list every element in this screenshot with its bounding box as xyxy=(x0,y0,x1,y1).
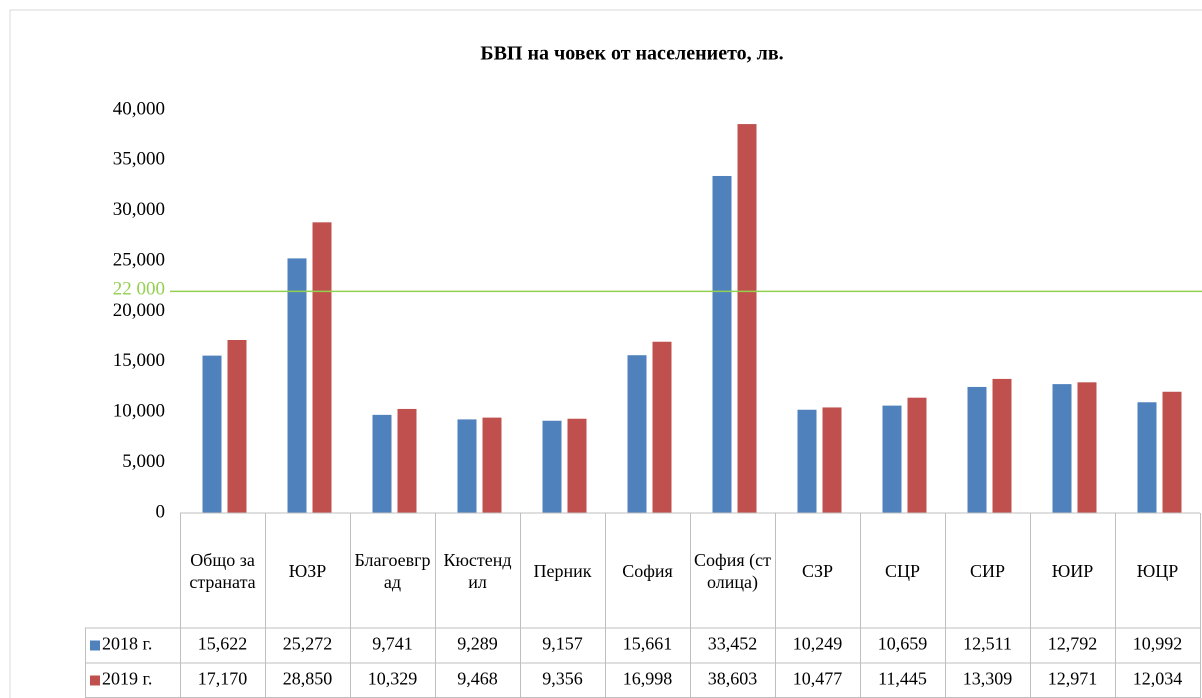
bar xyxy=(227,340,247,513)
table-value: 9,356 xyxy=(542,669,583,689)
table-value: 17,170 xyxy=(198,669,248,689)
bar xyxy=(712,175,732,513)
category-cell: Перник xyxy=(533,560,592,581)
table-value: 12,792 xyxy=(1048,634,1098,654)
bar xyxy=(1077,382,1097,513)
bar xyxy=(542,420,562,513)
table-value: 9,157 xyxy=(542,634,583,654)
table-value: 13,309 xyxy=(963,669,1013,689)
x-tick-label: СЦР xyxy=(884,560,920,581)
bar xyxy=(397,408,417,513)
bar xyxy=(822,407,842,513)
bar xyxy=(797,409,817,513)
chart-title: БВП на човек от населението, лв. xyxy=(480,43,783,65)
bar xyxy=(567,418,587,513)
table-value: 10,992 xyxy=(1133,634,1183,654)
bar xyxy=(1052,384,1072,513)
category-cell: София xyxy=(622,560,673,581)
y-tick-label: 15,000 xyxy=(113,350,165,371)
x-tick-label: ЮЗР xyxy=(288,560,327,581)
category-cell: Кюстендил xyxy=(443,549,512,592)
category-cell: ЮИР xyxy=(1051,560,1094,581)
x-tick-label: ЮЦР xyxy=(1136,560,1179,581)
table-value: 12,971 xyxy=(1048,669,1098,689)
legend-label: 2019 г. xyxy=(102,669,152,689)
bar xyxy=(882,405,902,513)
table-value: 9,468 xyxy=(457,669,498,689)
bar xyxy=(1137,402,1157,513)
bar xyxy=(992,378,1012,513)
table-value: 25,272 xyxy=(283,634,333,654)
table-value: 10,477 xyxy=(793,669,843,689)
bar xyxy=(907,397,927,513)
category-cell: СЦР xyxy=(884,560,920,581)
category-cell: Благоевград xyxy=(354,549,431,592)
table-value: 28,850 xyxy=(283,669,333,689)
x-tick-label: Благоевград xyxy=(354,549,431,592)
reference-label: 22 000 xyxy=(113,279,165,300)
bar xyxy=(287,258,307,513)
table-value: 15,622 xyxy=(198,634,248,654)
y-tick-label: 35,000 xyxy=(113,149,165,170)
category-cell: СЗР xyxy=(801,560,834,581)
x-tick-label: СИР xyxy=(969,560,1005,581)
x-tick-label: СЗР xyxy=(801,560,834,581)
y-tick-label: 30,000 xyxy=(113,199,165,220)
table-value: 12,034 xyxy=(1133,669,1183,689)
x-tick-label: София (столица) xyxy=(694,549,771,592)
bar xyxy=(457,419,477,513)
category-cell: София (столица) xyxy=(694,549,771,592)
table-value: 10,329 xyxy=(368,669,418,689)
y-tick-label: 40,000 xyxy=(113,98,165,119)
legend-label: 2018 г. xyxy=(102,634,152,654)
y-tick-label: 0 xyxy=(156,501,166,522)
category-cell: ЮЦР xyxy=(1136,560,1179,581)
table-value: 38,603 xyxy=(708,669,758,689)
category-cell: СИР xyxy=(969,560,1005,581)
table-value: 16,998 xyxy=(623,669,673,689)
y-tick-label: 5,000 xyxy=(122,451,165,472)
y-tick-label: 25,000 xyxy=(113,249,165,270)
bar xyxy=(202,355,222,513)
bar xyxy=(652,341,672,513)
x-tick-label: София xyxy=(622,560,673,581)
bar xyxy=(627,355,647,513)
y-tick-label: 20,000 xyxy=(113,300,165,321)
x-tick-label: Общо за страната xyxy=(189,549,256,592)
x-tick-label: Перник xyxy=(533,560,592,581)
legend-key xyxy=(90,675,100,686)
table-value: 10,249 xyxy=(793,634,843,654)
table-value: 12,511 xyxy=(963,634,1012,654)
y-tick-label: 10,000 xyxy=(113,401,165,422)
bar xyxy=(1162,391,1182,513)
category-cell: Общо за страната xyxy=(189,549,256,592)
bar xyxy=(967,386,987,513)
bar xyxy=(482,417,502,513)
table-value: 9,289 xyxy=(457,634,498,654)
table-value: 10,659 xyxy=(878,634,928,654)
bar xyxy=(372,414,392,513)
table-value: 9,741 xyxy=(372,634,413,654)
table-value: 11,445 xyxy=(878,669,927,689)
x-tick-label: Кюстендил xyxy=(443,549,512,592)
category-cell: ЮЗР xyxy=(288,560,327,581)
bar xyxy=(737,124,757,514)
x-tick-label: ЮИР xyxy=(1051,560,1094,581)
legend-key xyxy=(90,640,100,651)
table-value: 33,452 xyxy=(708,634,758,654)
table-value: 15,661 xyxy=(623,634,673,654)
bar xyxy=(312,222,332,513)
